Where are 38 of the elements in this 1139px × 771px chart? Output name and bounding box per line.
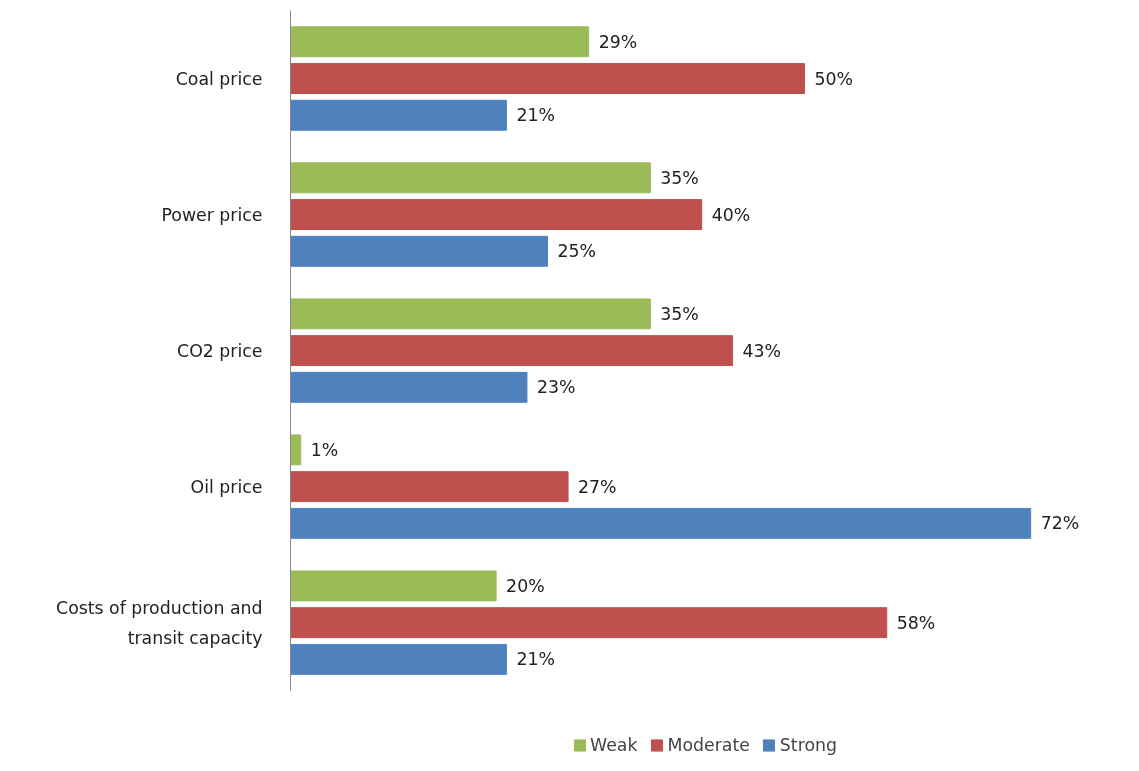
data-label: 72% <box>1040 513 1080 534</box>
bar <box>290 235 549 267</box>
bar <box>290 162 651 194</box>
data-label: 20% <box>506 575 545 596</box>
data-label: 40% <box>711 204 751 225</box>
y-tick-label: Costs of production and transit capacity <box>56 597 263 648</box>
data-label: 35% <box>660 303 699 324</box>
y-tick-label: CO2 price <box>177 340 263 361</box>
bar <box>290 434 302 466</box>
data-label: 50% <box>814 68 854 89</box>
y-tick-label: Power price <box>161 204 263 225</box>
data-label: 35% <box>660 167 699 188</box>
legend-label: Weak <box>590 735 638 755</box>
bar <box>290 26 590 58</box>
legend-label: Strong <box>779 735 837 755</box>
y-tick-label: Oil price <box>190 476 263 497</box>
bar <box>290 63 806 94</box>
data-label: 29% <box>598 31 638 52</box>
data-label: 25% <box>557 241 597 262</box>
bar <box>290 298 651 330</box>
data-label: 23% <box>536 377 576 398</box>
legend-label: Moderate <box>667 735 750 755</box>
bar <box>290 335 734 367</box>
data-label: 21% <box>516 649 555 670</box>
bar <box>290 507 1032 539</box>
data-label: 43% <box>742 340 782 361</box>
data-label: 27% <box>578 476 617 497</box>
bar <box>290 607 888 639</box>
y-tick-label: Coal price <box>175 68 263 89</box>
bar <box>290 570 497 602</box>
data-label: 58% <box>896 612 936 633</box>
bar <box>290 99 507 131</box>
data-label: 21% <box>516 105 555 126</box>
data-label: 1% <box>310 439 339 460</box>
bar <box>290 199 703 231</box>
bar <box>290 471 569 503</box>
bar <box>290 643 507 675</box>
bar <box>290 371 528 403</box>
